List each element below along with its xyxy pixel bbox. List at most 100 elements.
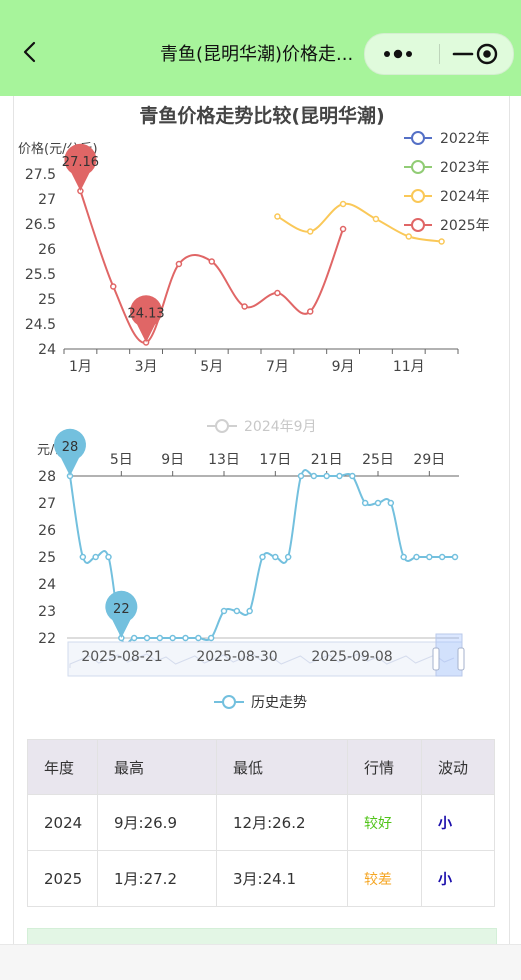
legend-label: 2024年 bbox=[440, 189, 490, 205]
summary-table: 年度 最高 最低 行情 波动 2024 9月:26.9 12月:26.2 较好 … bbox=[27, 739, 495, 907]
data-point bbox=[274, 213, 281, 220]
x-tick-label: 11月 bbox=[393, 359, 425, 375]
data-point bbox=[156, 634, 164, 642]
slider-date-label: 2025-08-21 bbox=[81, 649, 162, 665]
page-title: 青鱼(昆明华潮)价格走... bbox=[160, 44, 354, 65]
max-min-marker-label: 27.16 bbox=[62, 155, 99, 170]
data-point bbox=[323, 472, 330, 480]
y-tick-label: 24 bbox=[38, 577, 56, 593]
data-point bbox=[349, 472, 356, 480]
y-tick-label: 27 bbox=[38, 192, 56, 208]
max-min-marker-pin bbox=[53, 428, 86, 476]
cell-trend: 较差 bbox=[347, 850, 422, 907]
max-min-marker-pin bbox=[130, 295, 163, 343]
data-point bbox=[451, 553, 459, 561]
cell-year: 2024 bbox=[27, 794, 98, 851]
data-point bbox=[405, 233, 412, 240]
back-arrow-icon[interactable] bbox=[20, 41, 42, 63]
data-point bbox=[339, 225, 347, 233]
y-tick-label: 24 bbox=[38, 342, 56, 358]
legend-marker bbox=[411, 131, 425, 145]
x-tick-label: 21日 bbox=[311, 452, 343, 468]
y-tick-label: 26 bbox=[38, 242, 56, 258]
data-point bbox=[374, 499, 382, 507]
data-point bbox=[426, 553, 433, 561]
data-point bbox=[387, 499, 395, 507]
x-tick-label: 5日 bbox=[110, 452, 133, 468]
legend-label: 历史走势 bbox=[251, 695, 307, 711]
cell-year: 2025 bbox=[27, 850, 98, 907]
close-target-icon[interactable] bbox=[476, 43, 498, 65]
more-dots-icon[interactable] bbox=[381, 46, 417, 62]
data-point bbox=[372, 215, 380, 223]
series-line bbox=[79, 190, 345, 344]
data-point bbox=[246, 607, 253, 615]
zoom-handle-right[interactable] bbox=[457, 647, 465, 671]
data-point bbox=[361, 499, 369, 507]
y-tick-label: 27.5 bbox=[25, 167, 56, 183]
y-tick-label: 27 bbox=[38, 496, 56, 512]
header-year: 年度 bbox=[27, 739, 98, 795]
price-comparison-chart: 青鱼价格走势比较(昆明华潮)价格(元/公斤)27.52726.52625.525… bbox=[18, 104, 490, 375]
y-tick-label: 23 bbox=[38, 604, 56, 620]
header-volatility: 波动 bbox=[421, 739, 495, 795]
y-tick-label: 22 bbox=[38, 631, 56, 647]
y-tick-label: 25.5 bbox=[25, 267, 56, 283]
legend-marker bbox=[215, 419, 229, 433]
data-point bbox=[207, 634, 215, 642]
cell-low: 12月:26.2 bbox=[216, 794, 348, 851]
data-point bbox=[143, 634, 151, 642]
data-point bbox=[110, 283, 117, 290]
data-point bbox=[336, 472, 343, 480]
table-header-row: 年度 最高 最低 行情 波动 bbox=[27, 739, 495, 795]
data-point bbox=[233, 607, 241, 615]
header-high: 最高 bbox=[97, 739, 217, 795]
data-point bbox=[284, 553, 292, 561]
y-tick-label: 24.5 bbox=[25, 317, 56, 333]
legend-marker bbox=[411, 218, 425, 232]
data-point bbox=[79, 553, 87, 561]
data-point bbox=[169, 634, 176, 642]
data-point bbox=[182, 634, 189, 642]
data-point bbox=[307, 308, 314, 315]
y-tick-label: 25 bbox=[38, 292, 56, 308]
data-point bbox=[220, 607, 228, 615]
minimize-icon[interactable] bbox=[451, 46, 475, 62]
data-point bbox=[241, 303, 248, 310]
x-tick-label: 3月 bbox=[135, 359, 158, 375]
cell-volatility: 小 bbox=[421, 794, 495, 851]
x-tick-label: 29日 bbox=[413, 452, 445, 468]
data-point bbox=[259, 553, 266, 561]
data-point bbox=[195, 634, 202, 642]
max-min-marker-pin bbox=[64, 143, 97, 191]
zoom-slider-shadow bbox=[69, 653, 455, 668]
data-point bbox=[307, 228, 314, 235]
capsule-divider bbox=[439, 44, 440, 64]
zoom-handle-left[interactable] bbox=[432, 647, 440, 671]
data-point bbox=[438, 553, 446, 561]
data-point bbox=[310, 472, 318, 480]
y-tick-label: 26 bbox=[38, 523, 56, 539]
data-point bbox=[92, 553, 99, 561]
data-point bbox=[274, 289, 281, 297]
legend-marker bbox=[411, 189, 425, 203]
y-tick-label: 28 bbox=[38, 469, 56, 485]
data-point bbox=[105, 553, 112, 561]
max-min-marker-label: 28 bbox=[62, 440, 79, 455]
data-point bbox=[339, 200, 347, 208]
table-row: 2025 1月:27.2 3月:24.1 较差 小 bbox=[27, 850, 495, 907]
mini-program-capsule bbox=[364, 33, 514, 75]
history-trend-chart: 2024年9月元/公斤282726252423225日9日13日17日21日25… bbox=[37, 419, 465, 711]
header-trend: 行情 bbox=[347, 739, 422, 795]
legend-label: 2024年9月 bbox=[244, 419, 317, 435]
data-point bbox=[272, 553, 279, 561]
x-tick-label: 9日 bbox=[161, 452, 184, 468]
x-tick-label: 5月 bbox=[200, 359, 223, 375]
chart-title: 青鱼价格走势比较(昆明华潮) bbox=[139, 104, 384, 127]
x-tick-label: 17日 bbox=[259, 452, 291, 468]
max-min-marker-label: 22 bbox=[113, 602, 130, 617]
nav-bar: 青鱼(昆明华潮)价格走... bbox=[0, 0, 521, 96]
x-tick-label: 25日 bbox=[362, 452, 394, 468]
x-tick-label: 1月 bbox=[69, 359, 92, 375]
y-tick-label: 26.5 bbox=[25, 217, 56, 233]
